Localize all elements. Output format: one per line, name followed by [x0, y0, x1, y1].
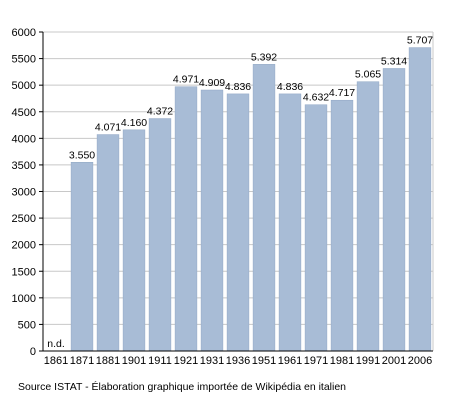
- x-tick-label: 1911: [148, 355, 172, 367]
- bar-1961: [278, 93, 302, 352]
- x-tick-label: 1861: [44, 355, 68, 367]
- bar-1921: [174, 86, 198, 352]
- bar-1901: [122, 129, 146, 352]
- x-tick-label: 1981: [330, 355, 354, 367]
- x-tick-label: 1931: [200, 355, 224, 367]
- x-tick-label: 1971: [304, 355, 328, 367]
- value-label-2006: 5.707: [407, 35, 433, 47]
- bar-2006: [408, 47, 432, 352]
- y-tick-label: 4500: [12, 107, 36, 119]
- x-tick-label: 1921: [174, 355, 198, 367]
- x-tick-label: 1871: [70, 355, 94, 367]
- bar-1936: [226, 93, 250, 352]
- y-tick-label: 1000: [12, 293, 36, 305]
- bar-1971: [304, 104, 328, 352]
- value-label-1871: 3.550: [69, 149, 95, 161]
- bar-1981: [330, 99, 354, 352]
- y-tick-label: 2500: [12, 213, 36, 225]
- y-tick-label: 500: [18, 319, 36, 331]
- value-label-1991: 5.065: [355, 69, 381, 81]
- y-tick-label: 2000: [12, 240, 36, 252]
- bar-1951: [252, 64, 276, 352]
- y-tick-label: 0: [30, 346, 36, 358]
- value-label-1951: 5.392: [251, 51, 277, 63]
- value-label-1971: 4.632: [303, 92, 329, 104]
- x-tick-label: 2001: [382, 355, 406, 367]
- value-label-2001: 5.314: [381, 55, 407, 67]
- value-label-1901: 4.160: [121, 117, 147, 129]
- y-tick-label: 6000: [12, 27, 36, 39]
- y-tick-label: 5000: [12, 80, 36, 92]
- y-tick-label: 4000: [12, 133, 36, 145]
- bar-1911: [148, 118, 172, 352]
- y-tick-label: 3000: [12, 187, 36, 199]
- value-label-1981: 4.717: [329, 87, 355, 99]
- source-note: Source ISTAT - Élaboration graphique imp…: [18, 381, 347, 393]
- x-tick-label: 2006: [408, 355, 432, 367]
- value-label-1861: n.d.: [47, 338, 65, 350]
- bar-1871: [70, 162, 94, 352]
- value-label-1911: 4.372: [147, 106, 173, 118]
- value-label-1931: 4.909: [199, 77, 225, 89]
- value-label-1921: 4.971: [173, 74, 199, 86]
- bars: [70, 47, 432, 352]
- x-tick-label: 1991: [356, 355, 380, 367]
- bar-1931: [200, 89, 224, 352]
- bar-1881: [96, 134, 120, 352]
- value-label-1936: 4.836: [225, 81, 251, 93]
- x-tick-label: 1951: [252, 355, 276, 367]
- bar-2001: [382, 68, 406, 352]
- y-tick-label: 5500: [12, 54, 36, 66]
- x-tick-label: 1881: [96, 355, 120, 367]
- bar-1991: [356, 81, 380, 352]
- y-axis: 0 500 1000 1500 2000 2500 3000 3500 4000 4500 5000…: [12, 27, 44, 358]
- x-axis: 1861 1871 1881 1901 1911 1921 1931 1936 1951 1961…: [43, 350, 433, 367]
- value-label-1881: 4.071: [95, 122, 121, 134]
- x-tick-label: 1936: [226, 355, 250, 367]
- x-tick-label: 1901: [122, 355, 146, 367]
- x-tick-label: 1961: [278, 355, 302, 367]
- y-tick-label: 1500: [12, 266, 36, 278]
- y-tick-label: 3500: [12, 160, 36, 172]
- value-label-1961: 4.836: [277, 81, 303, 93]
